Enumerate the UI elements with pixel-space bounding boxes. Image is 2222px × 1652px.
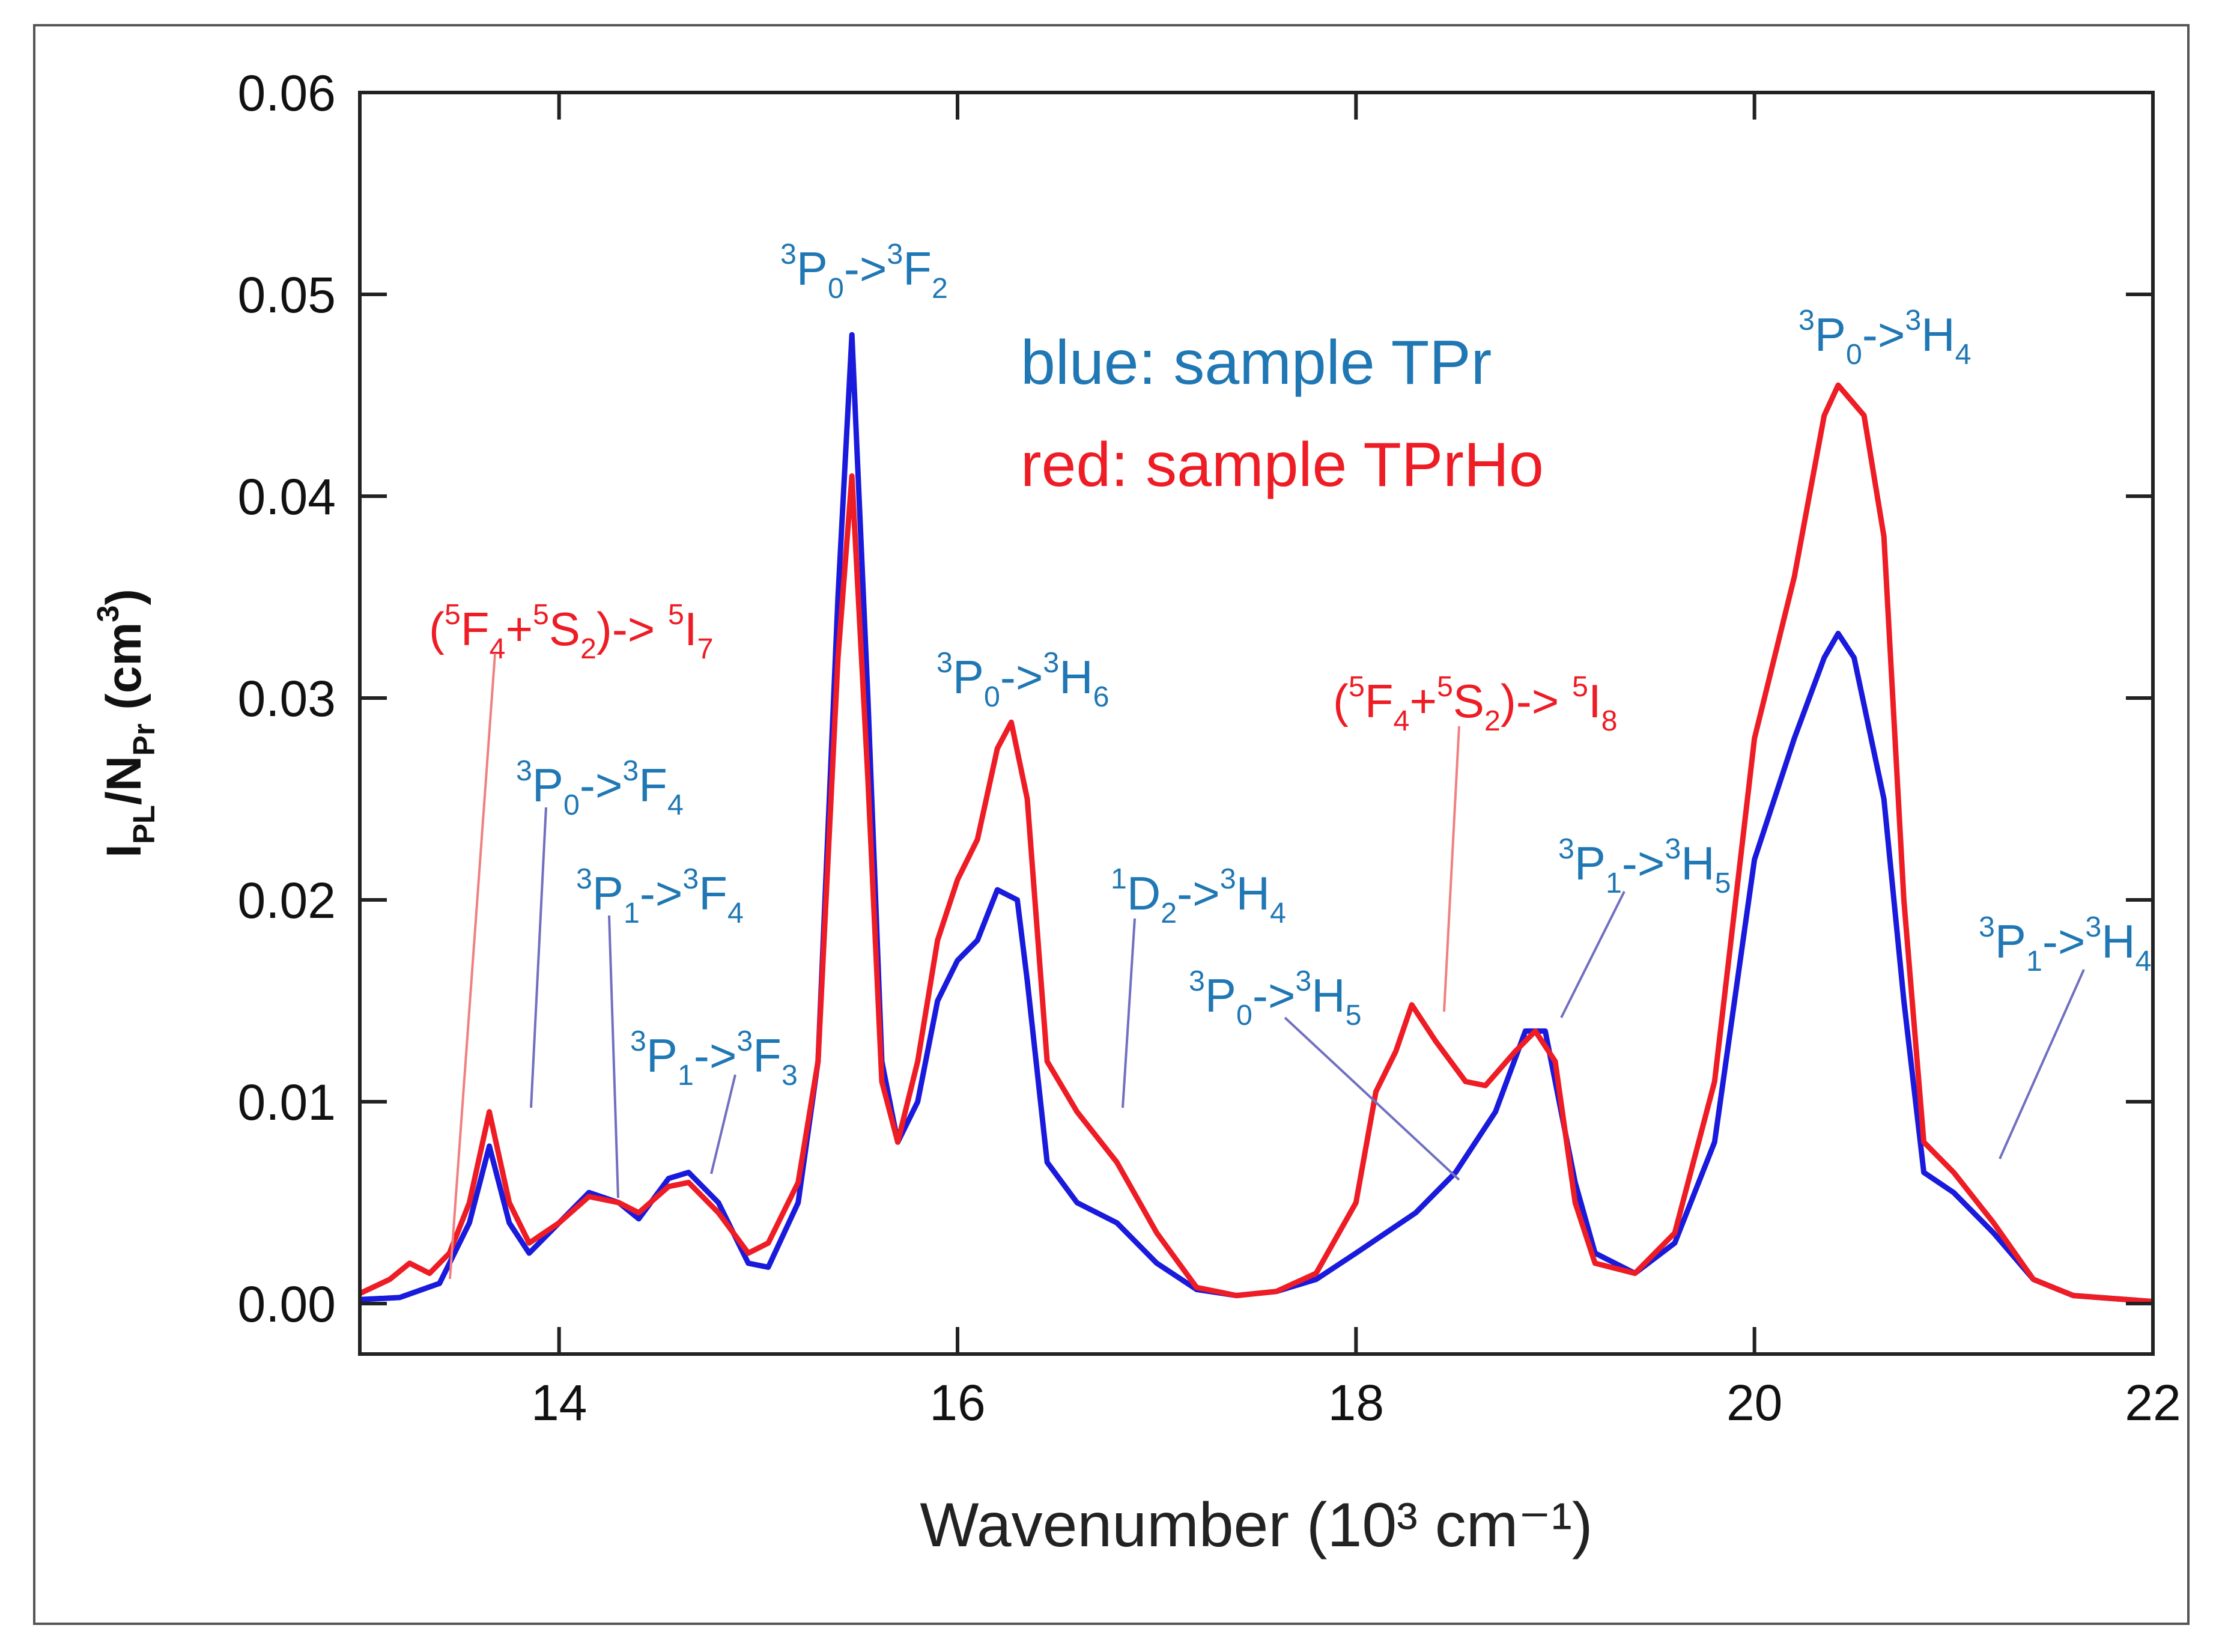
annotation-f4s2-i8: (5F4+5S2)-> 5I8 <box>1333 670 1618 737</box>
annotation-p0-h6: 3P0->3H6 <box>936 646 1109 713</box>
legend-entry-tpr: blue: sample TPr <box>1021 328 1492 398</box>
annotation-p0-f2: 3P0->3F2 <box>780 238 948 305</box>
figure-frame: 0.00 0.01 0.02 0.03 0.04 0.05 0.06 14 16 18 20 22 Wa… <box>33 24 2190 1625</box>
axes: 0.00 0.01 0.02 0.03 0.04 0.05 0.06 14 16 18 20 22 Wa… <box>91 65 2181 1560</box>
x-tick-label: 22 <box>2125 1374 2181 1431</box>
leader-p0-f4 <box>530 807 547 1108</box>
x-axis-title: Wavenumber (10³ cm⁻¹) <box>920 1490 1592 1560</box>
annotation-p1-h4: 3P1->3H4 <box>1979 911 2152 977</box>
leader-p1-h5 <box>1560 891 1626 1018</box>
annotation-p0-h4: 3P0->3H4 <box>1799 304 1972 371</box>
y-axis-title: IPL/NPr (cm3) <box>91 589 161 858</box>
leader-f4s2-i8 <box>1443 726 1460 1012</box>
y-tick-label: 0.05 <box>238 267 336 323</box>
annotation-d2-h4: 1D2->3H4 <box>1111 863 1286 929</box>
leader-p1-f3 <box>710 1074 736 1174</box>
x-tick-label: 14 <box>531 1374 587 1431</box>
x-tick-label: 16 <box>929 1374 985 1431</box>
annotation-p1-f4: 3P1->3F4 <box>576 863 744 929</box>
series-line-tpr <box>359 332 2154 1305</box>
x-tick-label: 20 <box>1726 1374 1782 1431</box>
annotation-p1-f3: 3P1->3F3 <box>630 1025 798 1092</box>
y-tick-label: 0.03 <box>238 670 336 727</box>
y-tick-label: 0.06 <box>238 65 336 121</box>
y-tick-label: 0.04 <box>238 469 336 525</box>
leader-f4s2-i7 <box>449 654 496 1280</box>
legend-entry-tprho: red: sample TPrHo <box>1021 430 1544 500</box>
y-tick-label: 0.01 <box>238 1074 336 1131</box>
plot-area <box>359 332 2154 1305</box>
annotation-p0-h5: 3P0->3H5 <box>1189 965 1362 1031</box>
legend: blue: sample TPr red: sample TPrHo <box>1021 328 1544 500</box>
annotations: 3P0->3F2 3P0->3H4 (5F4+5S2)-> 5I7 3P0->3H6 (… <box>429 238 2152 1280</box>
leader-p1-h4 <box>1999 969 2085 1159</box>
spectrum-chart: 0.00 0.01 0.02 0.03 0.04 0.05 0.06 14 16 18 20 22 Wa… <box>91 65 2181 1560</box>
annotation-f4s2-i7: (5F4+5S2)-> 5I7 <box>429 598 714 665</box>
leader-p1-f4 <box>608 915 619 1198</box>
x-tick-label: 18 <box>1328 1374 1384 1431</box>
annotation-p1-h5: 3P1->3H5 <box>1558 833 1731 899</box>
leader-p0-h5 <box>1284 1016 1460 1181</box>
plot-border <box>358 91 2155 1356</box>
y-tick-label: 0.00 <box>238 1276 336 1332</box>
leader-d2-h4 <box>1122 918 1136 1108</box>
annotation-p0-f4: 3P0->3F4 <box>516 755 684 821</box>
series-line-tprho <box>359 382 2154 1305</box>
y-tick-label: 0.02 <box>238 872 336 929</box>
